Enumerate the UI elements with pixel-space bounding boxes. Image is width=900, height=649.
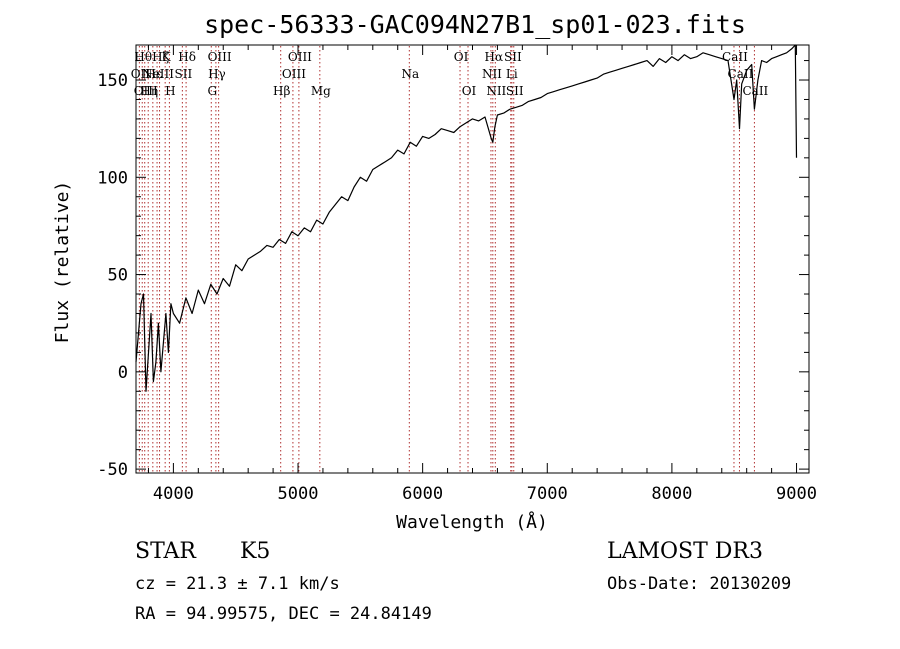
x-tick-label-5: 9000 (776, 484, 817, 504)
flux-line (135, 44, 798, 392)
y-tick-label-1: 0 (118, 363, 128, 383)
spectral-line-label-11: G (207, 84, 217, 98)
coordinates-text: RA = 94.99575, DEC = 24.84149 (135, 604, 432, 624)
x-tick-labels: 4000 5000 6000 7000 8000 9000 (153, 484, 817, 504)
plot-frame (135, 44, 810, 474)
survey-name: LAMOST DR3 (607, 539, 763, 564)
spectral-line-label-28: CaII (728, 67, 754, 81)
y-axis-label: Flux (relative) (52, 181, 73, 344)
x-tick-label-0: 4000 (153, 484, 194, 504)
spectral-line-label-7: K (162, 50, 172, 64)
y-tick-label-2: 50 (108, 266, 128, 286)
spectral-line-label-6: Hζ (152, 50, 169, 64)
y-tick-labels: -50 0 50 100 150 (97, 71, 128, 480)
x-tick-label-3: 7000 (527, 484, 568, 504)
y-tick-label-0: -50 (97, 460, 128, 480)
spectral-line-label-20: OI (462, 84, 477, 98)
y-tick-label-4: 150 (97, 71, 128, 91)
spectral-line-label-3: Hη (140, 84, 158, 98)
object-subclass: K5 (240, 539, 270, 564)
x-tick-label-4: 8000 (651, 484, 692, 504)
spectral-line-label-26: SII (506, 84, 524, 98)
spectral-line-label-29: CaII (742, 84, 768, 98)
spectral-line-label-8: H (165, 84, 175, 98)
spectral-line-label-10: Hδ (178, 50, 196, 64)
spectral-line-label-15: OIII (282, 67, 306, 81)
spectral-line-label-13: OIII (208, 50, 232, 64)
flux-series (135, 44, 798, 392)
spectral-line-label-19: OI (454, 50, 469, 64)
spectral-line-label-18: Na (401, 67, 419, 81)
x-tick-label-2: 6000 (402, 484, 443, 504)
spectral-line-label-14: Hβ (273, 84, 290, 98)
spectral-line-label-17: Mg (311, 84, 331, 98)
y-tick-label-3: 100 (97, 168, 128, 188)
obs-date: Obs-Date: 20130209 (607, 574, 791, 594)
axis-ticks (136, 45, 809, 473)
spectral-line-label-21: NII (482, 67, 502, 81)
object-class: STAR (135, 539, 197, 564)
x-tick-label-1: 5000 (278, 484, 319, 504)
x-axis-label: Wavelength (Å) (396, 511, 548, 533)
spectral-line-label-25: SII (504, 50, 522, 64)
spectral-line-label-16: OIII (288, 50, 312, 64)
spectral-line-markers (138, 46, 755, 472)
spectral-line-label-22: Hα (485, 50, 504, 64)
chart-title: spec-56333-GAC094N27B1_sp01-023.fits (204, 10, 746, 39)
spectral-line-label-12: Hγ (208, 67, 226, 81)
spectral-line-label-27: CaII (722, 50, 748, 64)
spectral-line-label-24: Li (506, 67, 518, 81)
spectral-line-label-5: NeIII (142, 67, 174, 81)
spectral-line-label-1: Hθ (134, 50, 152, 64)
redshift-text: cz = 21.3 ± 7.1 km/s (135, 574, 340, 594)
spectral-line-label-4: Hε (145, 67, 162, 81)
spectral-line-label-9: SII (175, 67, 193, 81)
spectral-line-label-2: OIII (134, 84, 158, 98)
spectral-line-label-23: NII (486, 84, 506, 98)
